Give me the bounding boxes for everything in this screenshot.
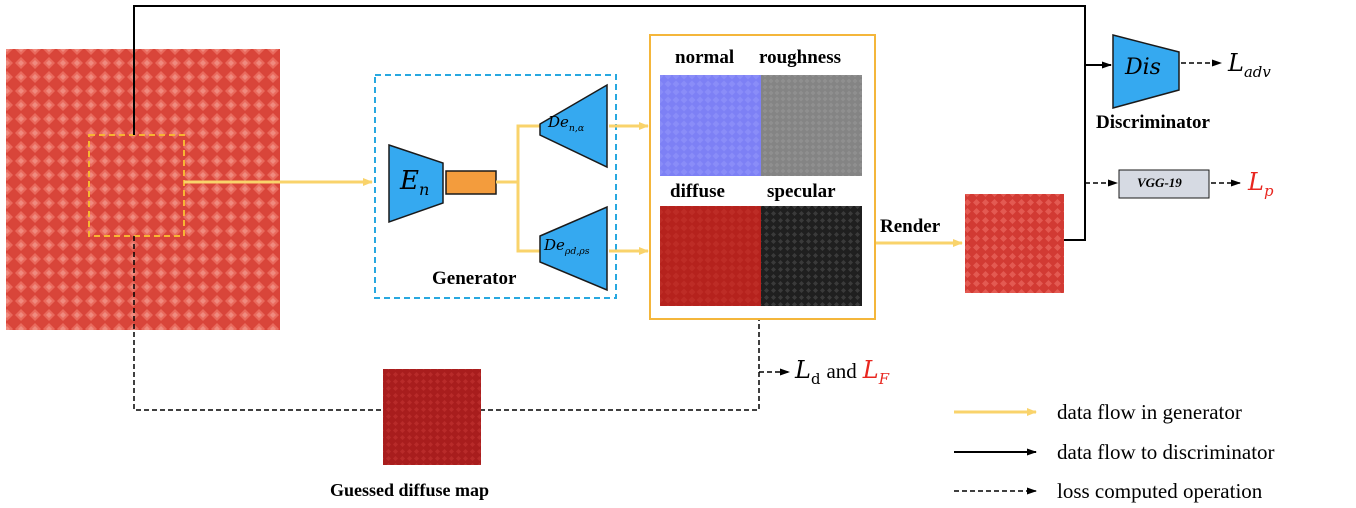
perceptual-loss-label: Lp — [1248, 168, 1274, 200]
decoder2-label: Deρd,ρs — [544, 236, 590, 257]
encoder-label: En — [400, 166, 430, 200]
render-label: Render — [880, 216, 941, 237]
guessed-diffuse-map — [383, 369, 481, 465]
loss-d-and-f-label: Ld and LF — [795, 356, 889, 388]
d-loss-label: Ld — [795, 356, 821, 388]
f-loss-label: LF — [862, 356, 890, 388]
flow-render-to-discriminator — [1064, 65, 1086, 241]
loss-path — [133, 236, 760, 411]
decoder1-label: Den,α — [548, 113, 585, 134]
adv-loss-label: Ladv — [1228, 49, 1271, 81]
decoder-diffuse-specular — [539, 205, 608, 292]
specular-map — [761, 206, 862, 306]
flow-fork-bottom — [516, 182, 540, 253]
crop-box — [88, 134, 185, 237]
vgg-block — [1118, 169, 1210, 199]
flow-to-discriminator-line — [133, 5, 1112, 135]
and-word: and — [826, 359, 857, 383]
encoder-block — [388, 143, 444, 224]
input-texture — [6, 49, 280, 330]
discriminator-symbol: Dis — [1125, 55, 1161, 80]
generator-label: Generator — [432, 268, 517, 289]
normal-map — [660, 75, 761, 176]
diffuse-label: diffuse — [670, 181, 725, 202]
rendered-image — [965, 194, 1064, 293]
latent-code — [445, 170, 497, 195]
legend-item-loss-operation: loss computed operation — [1057, 479, 1263, 503]
flow-fork-top — [516, 124, 540, 182]
discriminator-block — [1112, 34, 1180, 109]
roughness-map — [761, 75, 862, 176]
roughness-label: roughness — [759, 47, 842, 68]
legend-item-generator-flow: data flow in generator — [1057, 400, 1242, 424]
diffuse-map — [660, 206, 761, 306]
legend-item-discriminator-flow: data flow to discriminator — [1057, 440, 1275, 464]
guessed-diffuse-label: Guessed diffuse map — [330, 480, 490, 500]
normal-label: normal — [675, 47, 735, 68]
maps-frame — [649, 34, 876, 320]
decoder-normal-roughness — [539, 83, 608, 169]
vgg-label: VGG-19 — [1137, 175, 1182, 190]
discriminator-label: Discriminator — [1096, 112, 1210, 133]
specular-label: specular — [767, 181, 836, 202]
generator-box — [374, 74, 617, 299]
